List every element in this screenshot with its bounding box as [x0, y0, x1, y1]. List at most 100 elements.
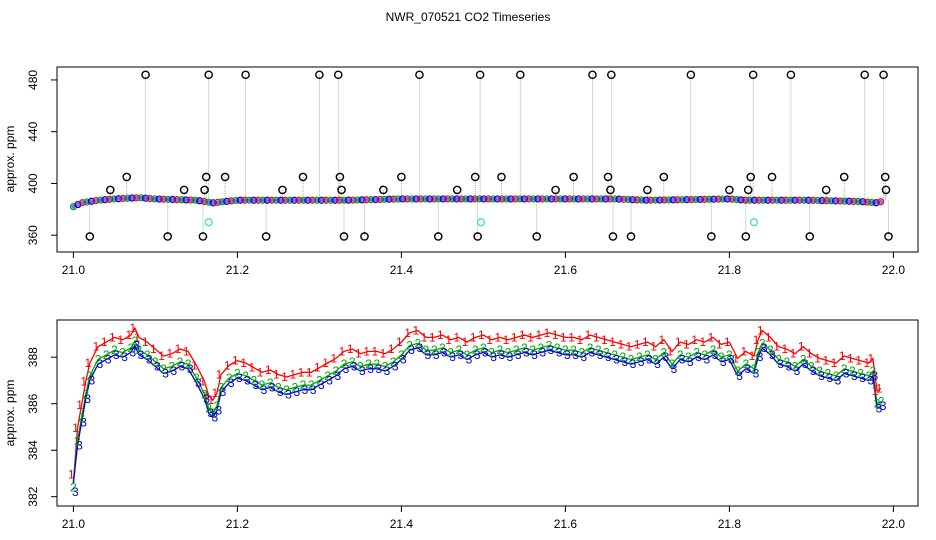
- series-3-marker: 3: [605, 350, 612, 364]
- series-3-marker: 3: [302, 383, 309, 397]
- series-3-marker: 3: [712, 348, 719, 362]
- series-1-marker: 1: [617, 337, 624, 351]
- series-3-marker: 3: [876, 401, 883, 415]
- series-1-marker: 1: [872, 384, 879, 398]
- series-2-marker: 2: [587, 341, 594, 355]
- outlier-point: [879, 70, 888, 80]
- outlier-point: [433, 232, 443, 241]
- series-3-marker: 3: [851, 369, 858, 383]
- series-3-marker: 3: [203, 392, 210, 406]
- series-3-marker: 3: [613, 353, 620, 367]
- series-1-marker: 1: [363, 344, 370, 358]
- series-1-marker: 1: [429, 330, 436, 344]
- series-1-marker: 1: [609, 335, 616, 349]
- series-2-marker: 2: [529, 343, 536, 357]
- series-2-marker: 2: [644, 348, 651, 362]
- flagged-point: [476, 218, 486, 227]
- series-1-marker: 1: [839, 349, 846, 363]
- series-3-marker: 3: [367, 362, 374, 376]
- series-1-marker: 1: [868, 351, 875, 365]
- series-3-marker: 3: [843, 366, 850, 380]
- series-1-marker: 1: [273, 368, 280, 382]
- series-3-marker: 3: [794, 364, 801, 378]
- series-1-marker: 1: [371, 344, 378, 358]
- outlier-point: [415, 70, 424, 80]
- top-x-tick-label: 21.8: [718, 263, 742, 277]
- series-1-marker: 1: [158, 349, 165, 363]
- series-3-marker: 3: [720, 355, 727, 369]
- series-2-marker: 2: [308, 378, 315, 392]
- series-2-marker: 2: [205, 401, 212, 415]
- series-1-marker: 1: [142, 335, 149, 349]
- series-1-marker: 1: [691, 333, 698, 347]
- series-2-marker: 2: [144, 348, 151, 362]
- top-panel-baseline: [69, 194, 885, 211]
- series-3-marker: 3: [498, 348, 505, 362]
- series-3-marker: 3: [400, 353, 407, 367]
- series-1-marker: 1: [740, 344, 747, 358]
- series-1-marker: 1: [396, 335, 403, 349]
- series-2-marker: 2: [505, 346, 512, 360]
- series-2-marker: 2: [132, 334, 139, 348]
- series-1-marker: 1: [814, 351, 821, 365]
- outlier-point: [659, 172, 669, 182]
- series-2-marker: 2: [357, 360, 364, 374]
- series-1-marker: 1: [80, 375, 87, 389]
- series-1-marker: 1: [101, 335, 108, 349]
- series-3-marker: 3: [589, 346, 596, 360]
- series-1-marker: 1: [568, 330, 575, 344]
- outlier-point: [880, 172, 890, 182]
- outlier-point: [743, 185, 753, 195]
- series-2-marker: 2: [218, 380, 225, 394]
- series-2-marker: 2: [214, 399, 221, 413]
- series-1-marker: 1: [240, 356, 247, 370]
- series-3-marker: 3: [220, 385, 227, 399]
- series-2-marker: 2: [193, 371, 200, 385]
- series-2-marker: 2: [513, 343, 520, 357]
- series-1-marker: 1: [781, 342, 788, 356]
- outlier-point: [606, 185, 615, 195]
- series-3-marker: 3: [207, 406, 214, 420]
- series-2-marker: 2: [701, 348, 708, 362]
- series-2-marker: 2: [833, 369, 840, 383]
- series-1-marker: 1: [76, 398, 83, 412]
- series-1-marker: 1: [134, 330, 141, 344]
- series-1-marker: 1: [445, 333, 452, 347]
- series-1-marker: 1: [683, 337, 690, 351]
- series-1-marker: 1: [216, 368, 223, 382]
- series-3-marker: 3: [695, 350, 702, 364]
- top-panel: 21.0 21.2 21.4 21.6 21.8 22.0 360 400 440 480 app…: [3, 66, 919, 277]
- series-2-marker: 2: [537, 341, 544, 355]
- outlier-point: [397, 172, 406, 182]
- bottom-x-tick-label: 21.2: [226, 517, 250, 531]
- series-3-marker: 3: [269, 380, 276, 394]
- series-3-marker: 3: [539, 346, 546, 360]
- series-1-marker: 1: [130, 321, 137, 335]
- series-3-line: [72, 344, 882, 483]
- series-3-marker: 3: [638, 355, 645, 369]
- series-1-marker: 1: [478, 328, 485, 342]
- series-3-marker: 3: [835, 373, 842, 387]
- series-2-marker: 2: [865, 369, 872, 383]
- top-y-tick-label: 480: [26, 70, 40, 90]
- top-x-tick-label: 21.6: [554, 263, 578, 277]
- series-3-marker: 3: [187, 362, 194, 376]
- top-y-tick-label: 400: [26, 173, 40, 193]
- series-1-marker: 1: [207, 393, 214, 407]
- top-panel-droplines: [89, 74, 889, 237]
- series-3-marker: 3: [802, 357, 809, 371]
- series-2-marker: 2: [447, 346, 454, 360]
- series-1-marker: 1: [330, 351, 337, 365]
- series-1-marker: 1: [421, 330, 428, 344]
- series-2-marker: 2: [78, 411, 85, 425]
- series-2-marker: 2: [816, 364, 823, 378]
- series-3-marker: 3: [621, 355, 628, 369]
- top-y-axis-label: approx. ppm: [3, 126, 17, 193]
- series-1-marker: 1: [150, 342, 157, 356]
- series-2-marker: 2: [439, 341, 446, 355]
- series-3-marker: 3: [359, 364, 366, 378]
- series-2-marker: 2: [119, 346, 126, 360]
- series-1-marker: 1: [552, 328, 559, 342]
- series-2-marker: 2: [751, 362, 758, 376]
